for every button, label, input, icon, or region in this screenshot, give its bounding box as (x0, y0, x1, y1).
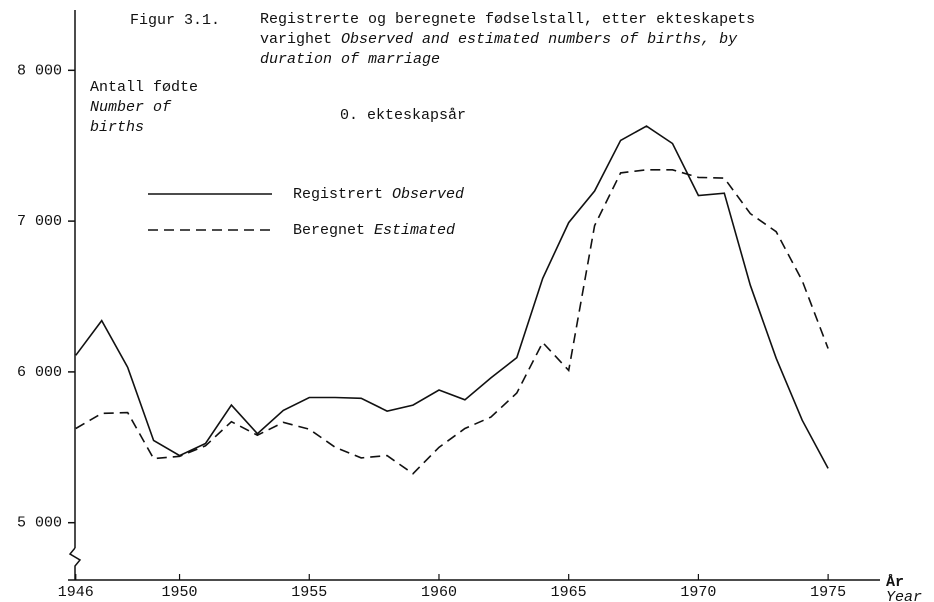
subtitle: 0. ekteskapsår (340, 107, 466, 124)
x-label-en: Year (886, 589, 922, 602)
x-tick-label: 1960 (421, 584, 457, 601)
y-tick-label: 5 000 (17, 515, 62, 532)
x-tick-label: 1955 (291, 584, 327, 601)
x-label: År (886, 574, 904, 591)
y-tick-label: 6 000 (17, 364, 62, 381)
x-tick-label: 1965 (551, 584, 587, 601)
series-line (75, 125, 829, 469)
legend-name-en: Observed (392, 186, 464, 203)
legend-name: Registrert (293, 186, 383, 203)
y-label-en: Number of births (90, 99, 172, 136)
y-label-box: Antall fødte Number of births (90, 78, 200, 138)
y-tick-label: 7 000 (17, 213, 62, 230)
y-label: Antall fødte (90, 79, 199, 96)
title-en: Observed and estimated numbers of births… (260, 31, 738, 68)
y-tick-label: 8 000 (17, 62, 62, 79)
legend-label: Beregnet Estimated (293, 222, 455, 239)
legend-name: Beregnet (293, 222, 365, 239)
legend-name-en: Estimated (374, 222, 455, 239)
title-no: Registrerte og beregnete fødselstall, et… (260, 11, 756, 48)
title: Registrerte og beregnete fødselstall, et… (260, 10, 790, 70)
x-tick-label: 1970 (680, 584, 716, 601)
x-tick-label: 1946 (58, 584, 94, 601)
x-tick-label: 1975 (810, 584, 846, 601)
axis-break (68, 547, 82, 580)
x-tick-label: 1950 (162, 584, 198, 601)
legend-label: Registrert Observed (293, 186, 464, 203)
title-number: Figur 3.1. (130, 12, 220, 29)
series-line (75, 169, 829, 475)
